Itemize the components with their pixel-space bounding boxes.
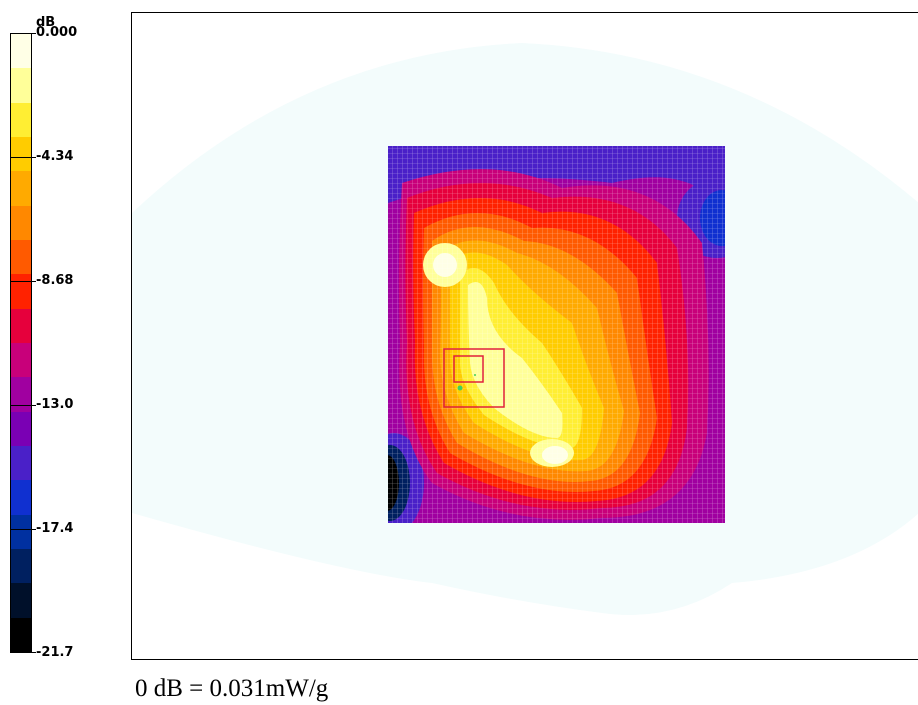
colorbar-tick <box>10 405 36 406</box>
colorbar-level <box>11 68 31 104</box>
colorbar-tick <box>10 529 36 530</box>
colorbar-tick-label: -13.0 <box>36 397 74 412</box>
plot-frame <box>131 12 918 660</box>
colorbar-level <box>11 205 31 241</box>
colorbar-level <box>11 137 31 172</box>
colorbar-level <box>11 308 31 344</box>
colorbar-tick <box>10 33 36 34</box>
sar-contour-map <box>132 43 918 615</box>
colorbar-tick <box>10 652 36 653</box>
colorbar-level <box>11 102 31 138</box>
colorbar-level <box>11 480 31 516</box>
probe-marker <box>474 374 476 376</box>
colorbar-tick <box>10 281 36 282</box>
colorbar-level <box>11 171 31 207</box>
colorbar-level <box>11 514 31 550</box>
colorbar-level <box>11 34 31 69</box>
colorbar-level <box>11 549 31 584</box>
colorbar-tick-label: -17.4 <box>36 521 74 536</box>
colorbar-level <box>11 583 31 619</box>
colorbar-tick-label: -4.34 <box>36 149 74 164</box>
colorbar-level <box>11 617 31 653</box>
colorbar-unit-label: dB <box>36 15 56 30</box>
zoom-scan-inner-box <box>453 355 484 383</box>
zoom-scan-outer-box <box>443 348 505 408</box>
colorbar-level <box>11 411 31 447</box>
colorbar-level <box>11 240 31 275</box>
colorbar-tick-label: -8.68 <box>36 273 74 288</box>
scan-grid <box>388 146 725 523</box>
colorbar <box>10 33 32 653</box>
colorbar-level <box>11 446 31 481</box>
colorbar-tick-label: -21.7 <box>36 645 74 660</box>
colorbar-level <box>11 274 31 310</box>
colorbar-level <box>11 343 31 378</box>
peak-marker <box>457 385 463 391</box>
colorbar-tick-label: 0.000 <box>36 25 78 40</box>
colorbar-level <box>11 377 31 413</box>
reference-caption: 0 dB = 0.031mW/g <box>135 675 329 702</box>
colorbar-tick <box>10 157 36 158</box>
